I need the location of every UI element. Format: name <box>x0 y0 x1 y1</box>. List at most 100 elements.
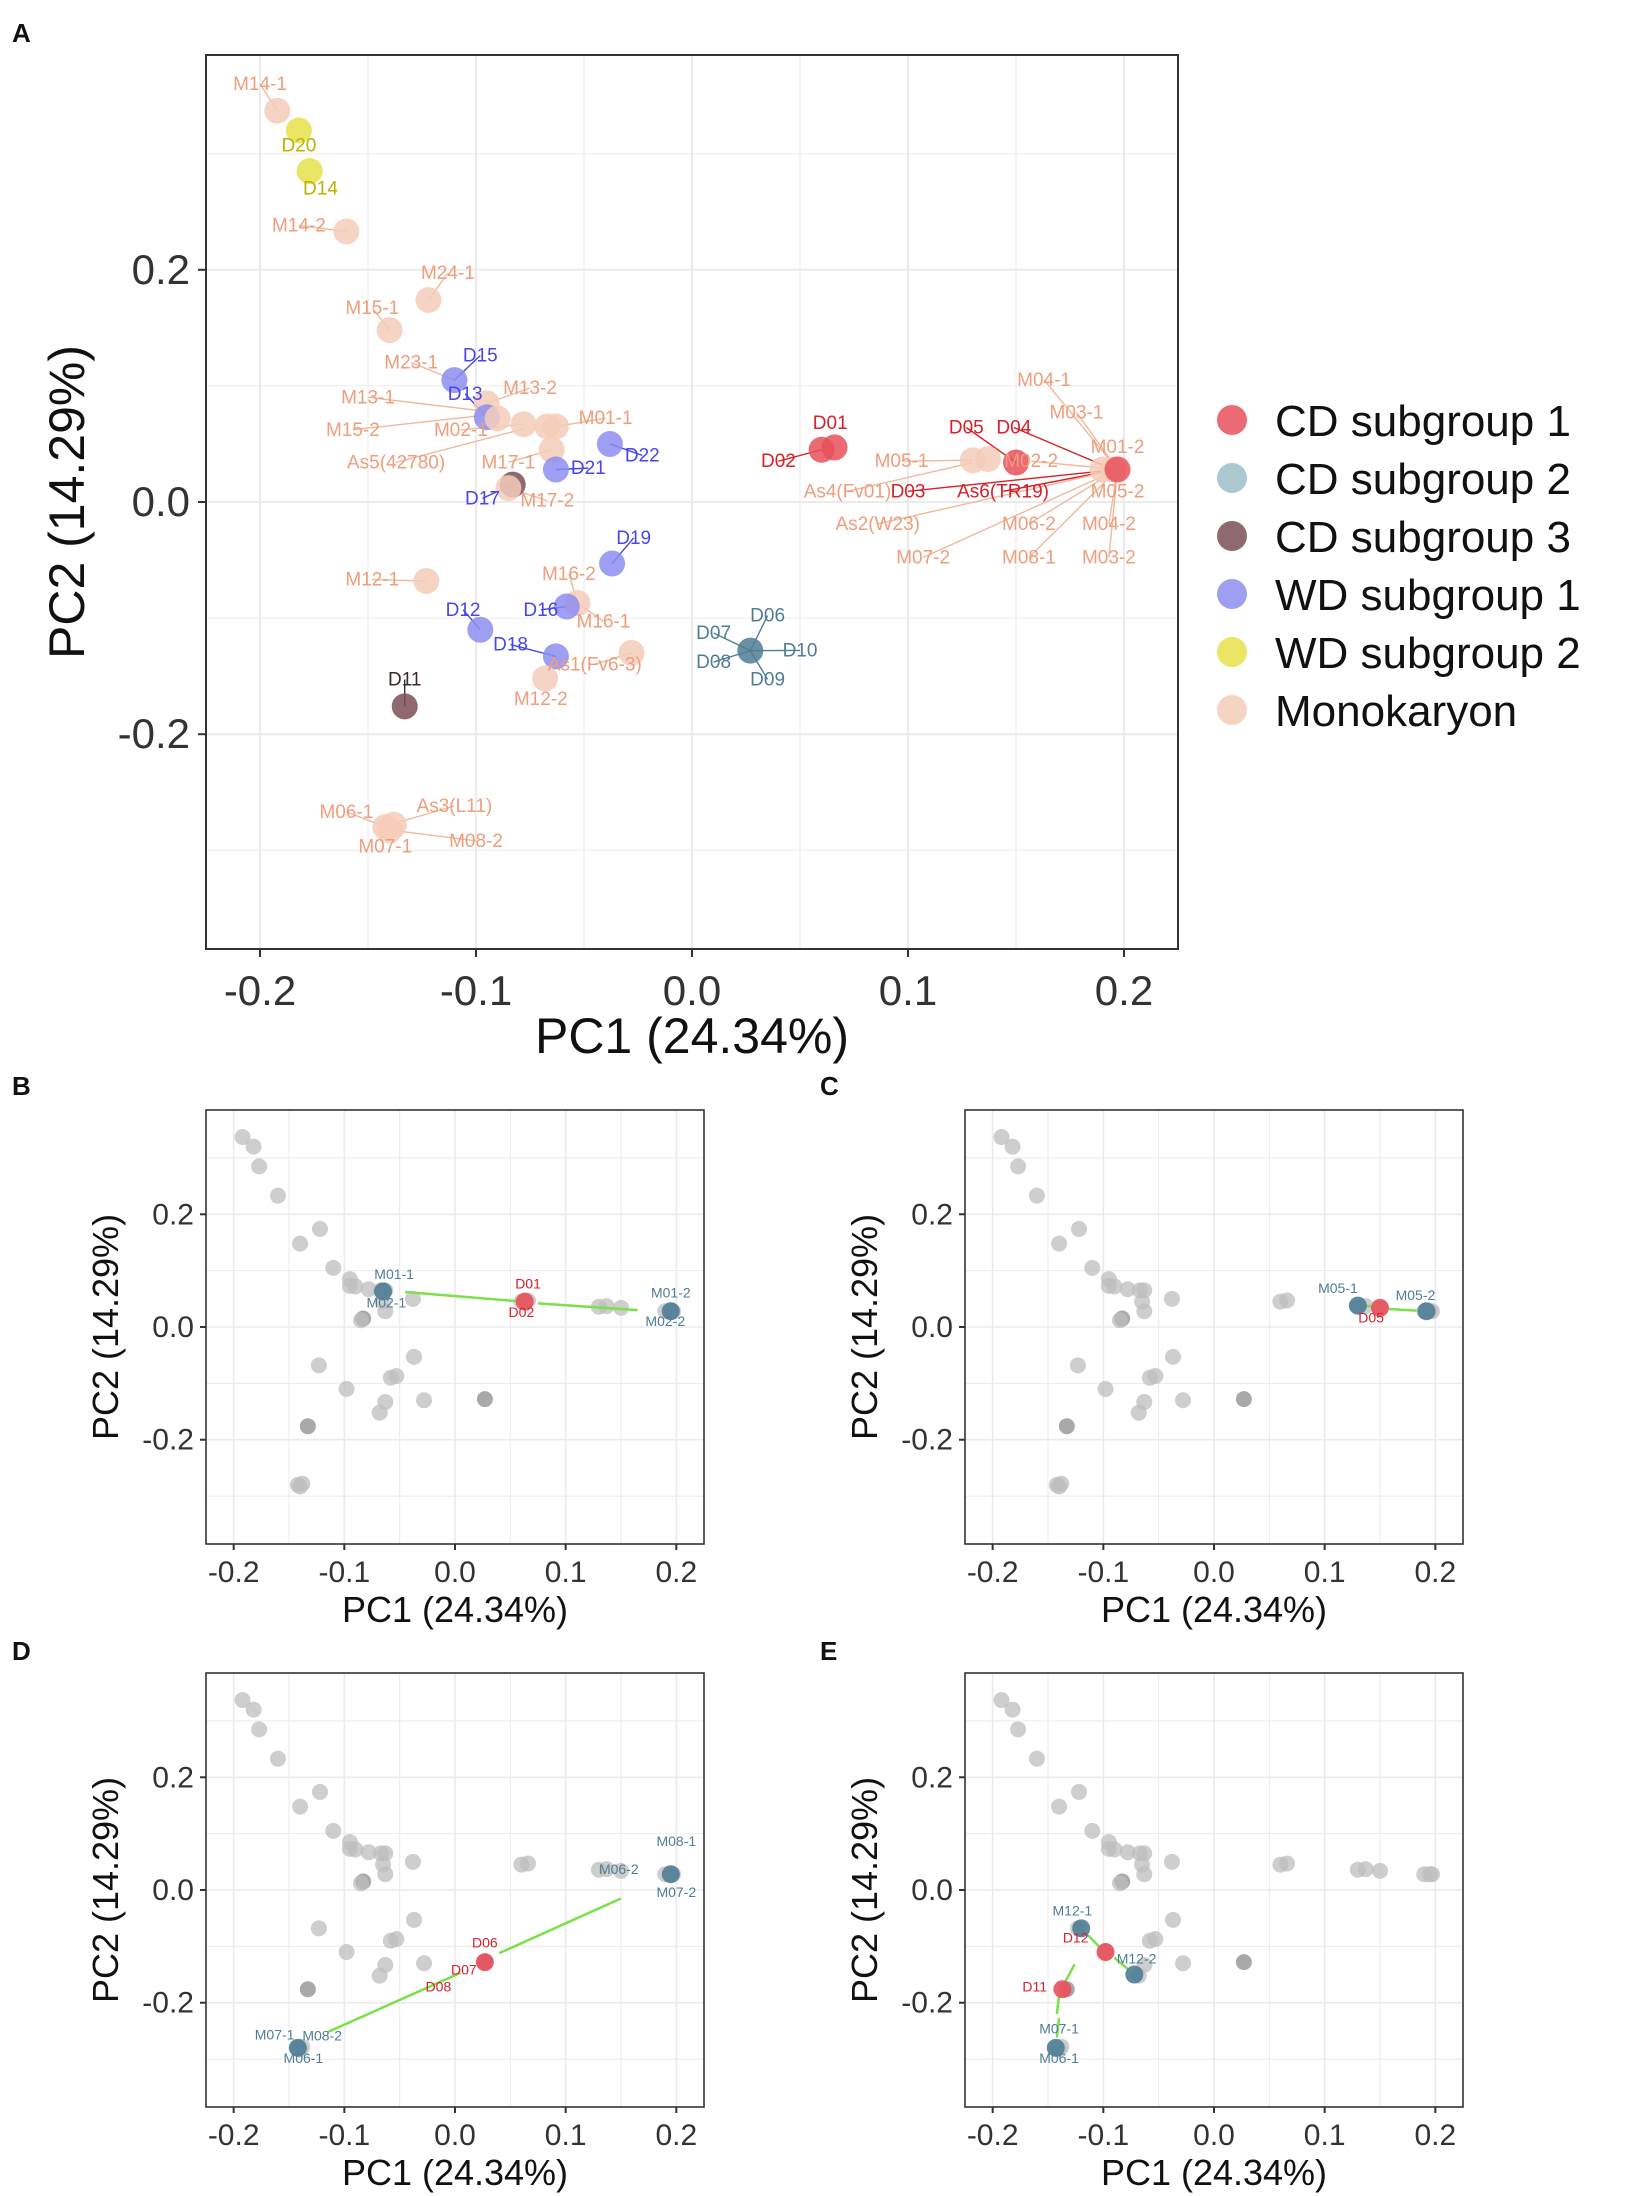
background-point <box>1084 1822 1101 1839</box>
label-leader-line <box>877 468 1118 525</box>
point-mono <box>538 436 565 463</box>
y-axis-title: PC2 (14.29%) <box>844 1777 885 2003</box>
panel-letter-a: A <box>12 18 31 48</box>
label-leader-line <box>395 428 524 464</box>
y-tick-label: -0.2 <box>901 1987 953 2020</box>
x-tick-label: -0.2 <box>208 2119 260 2152</box>
background-point <box>1372 1862 1388 1879</box>
background-point <box>406 1911 423 1928</box>
point-label: D20 <box>281 135 316 156</box>
background-point <box>1051 1235 1068 1252</box>
background-point <box>347 1841 364 1858</box>
x-tick-label: -0.1 <box>1077 2119 1129 2152</box>
point-mono <box>264 97 291 124</box>
background-point <box>613 1862 629 1879</box>
background-point <box>1175 1392 1192 1409</box>
x-tick-label: -0.1 <box>318 1556 370 1589</box>
y-tick-label: 0.0 <box>911 1311 953 1344</box>
highlight-point-cd2 <box>1072 1919 1091 1938</box>
x-axis-title: PC1 (24.34%) <box>342 2152 568 2193</box>
x-axis-title: PC1 (24.34%) <box>1101 2152 1327 2193</box>
point-label: M07-2 <box>656 1884 696 1900</box>
point-label: D04 <box>996 417 1031 438</box>
y-tick-label: 0.2 <box>152 1198 194 1231</box>
background-point <box>1175 1955 1192 1972</box>
point-label: M04-1 <box>1017 370 1071 391</box>
point-label: M06-2 <box>1002 514 1056 535</box>
point-label: M05-2 <box>1091 481 1145 502</box>
point-label: M12-2 <box>514 689 568 710</box>
background-point <box>1084 1259 1101 1276</box>
point-label: D08 <box>426 1978 452 1994</box>
x-axis-title: PC1 (24.34%) <box>342 1589 568 1630</box>
point-label: M17-2 <box>520 491 574 512</box>
background-point <box>416 1392 433 1409</box>
highlight-point-cd1 <box>1096 1943 1115 1961</box>
background-point <box>1051 1798 1068 1815</box>
point-label: D12 <box>446 600 481 621</box>
legend-label: CD subgroup 1 <box>1275 397 1571 446</box>
point-mono <box>484 405 511 432</box>
point-label: D22 <box>625 445 660 466</box>
background-point <box>292 1798 309 1815</box>
point-cd3 <box>391 693 418 720</box>
label-leader-line <box>1028 468 1119 559</box>
background-point <box>1235 1954 1252 1971</box>
point-wd1 <box>596 430 623 457</box>
x-tick-label: -0.2 <box>967 1556 1019 1589</box>
background-point <box>1136 1303 1153 1320</box>
background-point <box>251 1158 268 1175</box>
background-point <box>352 1875 369 1892</box>
point-label: M05-2 <box>1396 1287 1436 1303</box>
point-label: M02-1 <box>367 1294 407 1310</box>
point-label: D17 <box>465 488 500 509</box>
point-mono <box>532 665 559 692</box>
a-y-axis-title: PC2 (14.29%) <box>39 345 95 659</box>
panel-letter-e: E <box>820 1636 837 1666</box>
x-tick-label: 0.1 <box>545 2119 587 2152</box>
point-label: M01-1 <box>579 408 633 429</box>
point-label: D06 <box>750 606 785 627</box>
background-point <box>404 1853 421 1870</box>
shift-arrow <box>498 1897 622 1955</box>
x-tick-label: 0.2 <box>1095 967 1153 1014</box>
background-point <box>382 1932 399 1949</box>
background-point <box>1106 1841 1123 1858</box>
shift-arrow <box>327 1971 462 2034</box>
point-label: M02-1 <box>434 420 488 441</box>
point-label: M07-2 <box>896 548 950 569</box>
point-label: M07-1 <box>358 837 412 858</box>
shift-arrow <box>1086 1934 1100 1948</box>
point-label: M03-1 <box>1050 402 1104 423</box>
a-point-labels: M14-1 D20 D14 M14-2 M24-1 M15-1 D15 M23-1 M13-2 D… <box>233 74 1144 858</box>
background-point <box>294 1475 311 1492</box>
background-point <box>1235 1391 1252 1408</box>
point-label: D21 <box>571 458 606 479</box>
point-label: M07-1 <box>255 2026 295 2042</box>
point-label: M15-1 <box>345 298 399 319</box>
point-mono <box>542 413 569 440</box>
background-point <box>1106 1278 1123 1295</box>
point-label: D02 <box>761 451 796 472</box>
y-tick-label: 0.0 <box>132 478 190 525</box>
point-label: M24-1 <box>421 263 475 284</box>
background-point <box>371 1967 388 1984</box>
background-point <box>1097 1381 1114 1397</box>
background-point <box>1130 1404 1147 1421</box>
background-point <box>1163 1290 1180 1307</box>
panel-letter-d: D <box>12 1636 31 1666</box>
legend-swatch <box>1217 637 1247 667</box>
point-label: D01 <box>515 1276 541 1292</box>
background-point <box>1111 1875 1128 1892</box>
point-mono <box>974 446 1001 473</box>
point-label: M01-1 <box>374 1266 414 1282</box>
point-wd1 <box>542 643 569 670</box>
point-mono <box>376 317 403 344</box>
point-wd2 <box>285 117 312 144</box>
legend-label: Monokaryon <box>1275 687 1517 736</box>
point-label: M08-2 <box>302 2027 342 2043</box>
point-label: As3(L11) <box>417 796 493 817</box>
background-point <box>234 1692 251 1709</box>
y-axis-title: PC2 (14.29%) <box>85 1777 126 2003</box>
